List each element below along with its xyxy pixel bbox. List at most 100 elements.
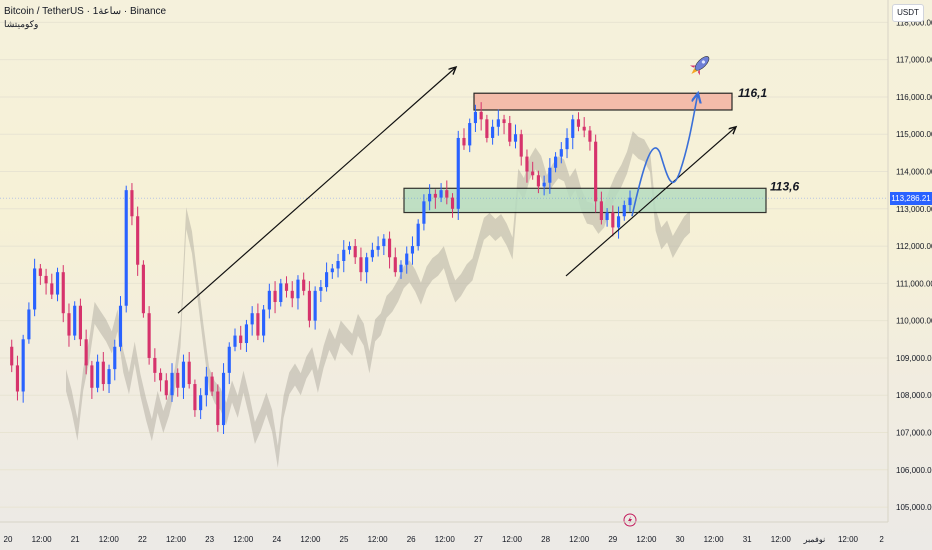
ichimoku-cloud xyxy=(66,131,690,468)
x-tick-label: 20 xyxy=(4,535,13,544)
candle-body xyxy=(376,246,380,250)
x-axis: 20 12:00 21 12:00 22 12:00 23 12:00 24 12:00 25 12:… xyxy=(0,521,888,544)
candle-body xyxy=(84,339,88,366)
candle-body xyxy=(542,182,546,187)
currency-badge[interactable]: USDT xyxy=(892,4,924,22)
candle-body xyxy=(267,290,271,310)
candle-body xyxy=(130,190,134,217)
rocket-fin-left xyxy=(689,65,696,68)
candle-body xyxy=(468,123,472,146)
rocket-body xyxy=(694,56,710,71)
lightning-icon xyxy=(623,513,637,527)
x-tick-label: 28 xyxy=(541,535,550,544)
candle-body xyxy=(21,339,25,392)
y-tick-label: 115,000.00 xyxy=(896,130,932,139)
candle-body xyxy=(313,290,317,321)
support-zone-label: 113,6 xyxy=(770,179,799,193)
candle-body xyxy=(559,149,563,157)
candle-body xyxy=(611,212,615,228)
candle-body xyxy=(594,141,598,202)
candle-body xyxy=(118,305,123,347)
candle-body xyxy=(422,201,426,224)
candle-body xyxy=(250,313,254,325)
candle-body xyxy=(113,346,117,370)
candle-body xyxy=(273,290,277,303)
candle-body xyxy=(307,290,311,321)
rocket-fin-right xyxy=(697,69,700,76)
candle-body xyxy=(548,167,552,183)
y-tick-label: 113,000.00 xyxy=(896,205,932,214)
candle-body xyxy=(428,193,432,202)
y-tick-label: 118,000.00 xyxy=(896,18,932,27)
candle-body xyxy=(15,365,20,392)
candle-body xyxy=(353,246,357,258)
candle-body xyxy=(347,246,352,250)
candle-body xyxy=(439,190,443,198)
candle-body xyxy=(107,369,111,385)
candle-body xyxy=(450,197,455,209)
x-tick-label: 12:00 xyxy=(435,535,456,544)
lightning-circle xyxy=(623,513,637,527)
candle-body xyxy=(216,391,220,426)
candle-body xyxy=(571,119,575,138)
trend-arrow-left xyxy=(177,67,456,314)
x-tick-label: 12:00 xyxy=(368,535,389,544)
candle-body xyxy=(27,309,31,340)
candle-body xyxy=(588,130,592,142)
projection-path xyxy=(631,93,698,217)
candle-body xyxy=(485,119,489,138)
x-tick-label: 12:00 xyxy=(704,535,725,544)
x-tick-label: 26 xyxy=(407,535,416,544)
candle-body xyxy=(55,272,60,295)
x-tick-label: نوفمبر xyxy=(803,535,826,544)
candle-body xyxy=(616,216,621,228)
x-tick-label: 12:00 xyxy=(771,535,792,544)
trend-arrow-right xyxy=(565,127,736,277)
candle-body xyxy=(284,283,289,291)
candle-body xyxy=(67,313,71,336)
candle-body xyxy=(382,238,386,247)
x-tick-label: 21 xyxy=(71,535,80,544)
x-tick-label: 12:00 xyxy=(636,535,657,544)
candle-body xyxy=(456,137,460,209)
candle-body xyxy=(519,134,523,157)
x-tick-label: 12:00 xyxy=(569,535,590,544)
y-tick-label: 111,000.00 xyxy=(896,279,932,288)
candle-body xyxy=(73,305,77,336)
candle-body xyxy=(290,290,294,299)
candle-body xyxy=(279,283,283,303)
last-price-tag: 113,286.21 xyxy=(890,192,932,206)
y-tick-label: 110,000.00 xyxy=(896,317,932,326)
candle-body xyxy=(576,119,581,127)
candle-body xyxy=(227,346,231,373)
candle-body xyxy=(336,261,340,269)
candles xyxy=(10,102,632,435)
candle-body xyxy=(628,197,632,206)
resistance-zone xyxy=(473,92,733,111)
y-tick-label: 106,000.00 xyxy=(896,466,932,475)
candle-body xyxy=(302,279,306,291)
candle-body xyxy=(342,249,346,261)
candle-body xyxy=(61,272,65,314)
candle-body xyxy=(124,190,128,306)
y-tick-label: 114,000.00 xyxy=(896,168,932,177)
candle-body xyxy=(525,156,529,172)
candle-body xyxy=(508,123,512,142)
candle-body xyxy=(365,257,369,273)
resistance-zone-label: 116,1 xyxy=(738,86,767,100)
candle-body xyxy=(531,171,535,176)
candle-body xyxy=(399,264,403,273)
candle-body xyxy=(393,257,397,273)
x-tick-label: 12:00 xyxy=(838,535,859,544)
candle-body xyxy=(204,376,208,396)
candle-body xyxy=(491,126,495,138)
candle-body xyxy=(141,264,145,314)
candle-body xyxy=(90,365,94,388)
candle-body xyxy=(582,126,586,131)
candle-body xyxy=(10,346,14,366)
candle-body xyxy=(136,216,140,265)
candle-body xyxy=(193,384,197,411)
drawings xyxy=(177,56,736,527)
candle-body xyxy=(187,361,191,385)
